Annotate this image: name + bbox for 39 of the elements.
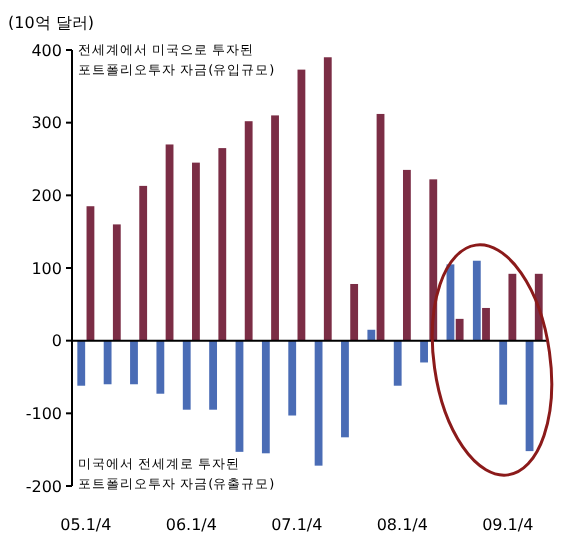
x-tick-label: 05.1/4 xyxy=(60,516,112,534)
bar xyxy=(350,283,359,341)
bar xyxy=(271,115,279,341)
bar xyxy=(209,340,218,410)
bar xyxy=(103,340,112,385)
bar xyxy=(455,318,464,341)
bar xyxy=(323,57,332,341)
bar xyxy=(182,340,191,410)
y-tick-label: 200 xyxy=(31,186,62,205)
y-tick-label: 100 xyxy=(31,259,62,278)
bar xyxy=(482,307,490,341)
y-tick-label: -200 xyxy=(25,477,62,496)
bar xyxy=(218,148,227,341)
bar xyxy=(402,169,411,341)
bar xyxy=(130,340,138,385)
bar xyxy=(367,329,376,341)
x-tick-label: 09.1/4 xyxy=(482,516,534,534)
bar xyxy=(261,340,270,454)
bar xyxy=(472,260,481,341)
bar xyxy=(244,121,253,341)
x-tick-label: 06.1/4 xyxy=(165,516,217,534)
bar xyxy=(139,185,148,341)
bar xyxy=(508,273,517,341)
bar xyxy=(288,340,297,416)
bar xyxy=(112,224,121,341)
bar xyxy=(192,162,200,341)
y-axis-title: (10억 달러) xyxy=(8,14,94,32)
x-tick-label: 07.1/4 xyxy=(271,516,323,534)
bar xyxy=(393,340,402,386)
bar xyxy=(156,340,165,394)
x-tick-label: 08.1/4 xyxy=(376,516,428,534)
y-tick-label: 300 xyxy=(31,114,62,133)
bar xyxy=(499,340,508,405)
y-tick-label: 0 xyxy=(51,332,62,351)
y-tick-label: 400 xyxy=(31,41,62,60)
y-tick-label: -100 xyxy=(25,404,62,423)
bar xyxy=(341,340,349,438)
bar xyxy=(77,340,86,386)
bar xyxy=(420,340,428,363)
